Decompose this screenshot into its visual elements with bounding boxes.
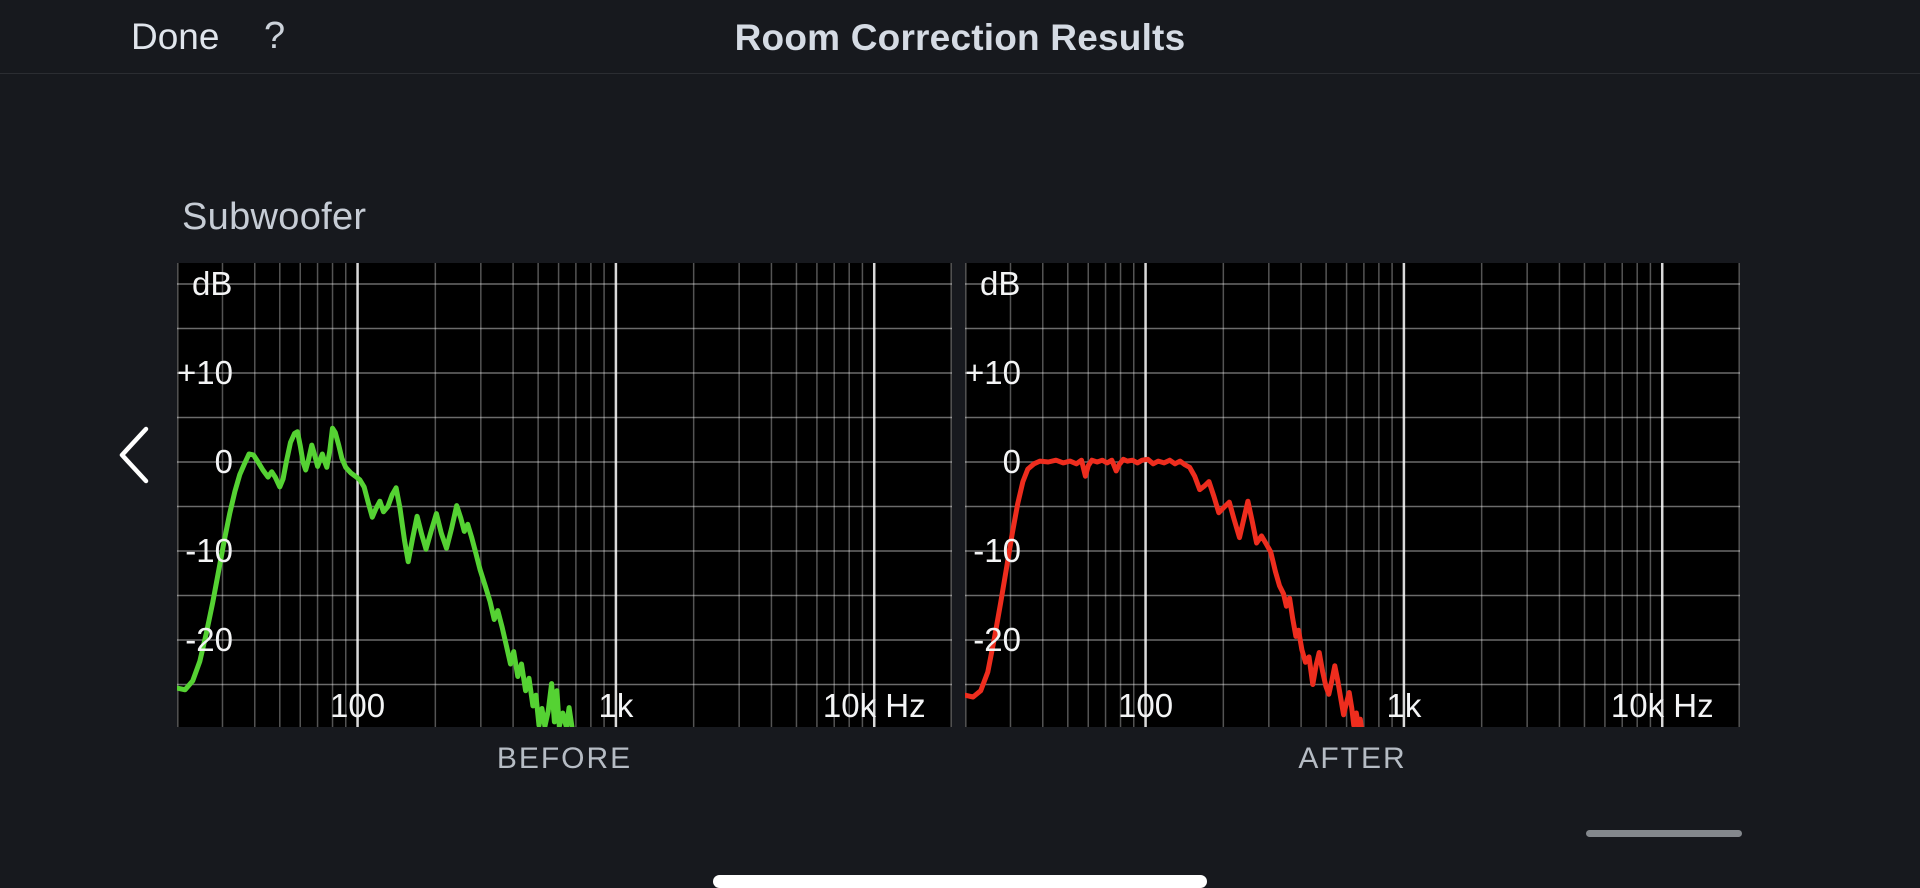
speaker-name-label: Subwoofer: [182, 196, 367, 238]
done-button[interactable]: Done: [131, 0, 219, 73]
response-curve: [965, 456, 1364, 727]
help-button[interactable]: ?: [264, 0, 285, 73]
horizontal-scroll-indicator[interactable]: [1586, 830, 1742, 837]
before-caption: BEFORE: [496, 742, 633, 775]
chart-canvas: [177, 263, 952, 727]
page-title: Room Correction Results: [734, 17, 1186, 58]
chart-canvas: [965, 263, 1740, 727]
after-caption: AFTER: [1298, 742, 1407, 775]
response-curve: [177, 425, 575, 727]
top-bar: Done ? Room Correction Results: [0, 0, 1920, 74]
previous-speaker-button[interactable]: [112, 424, 156, 486]
home-indicator[interactable]: [713, 875, 1207, 888]
after-frequency-response-chart: dB +10 0 -10 -20 100 1k 10k Hz: [965, 263, 1740, 727]
chevron-left-icon: [112, 426, 156, 489]
before-frequency-response-chart: dB +10 0 -10 -20 100 1k 10k Hz: [177, 263, 952, 727]
